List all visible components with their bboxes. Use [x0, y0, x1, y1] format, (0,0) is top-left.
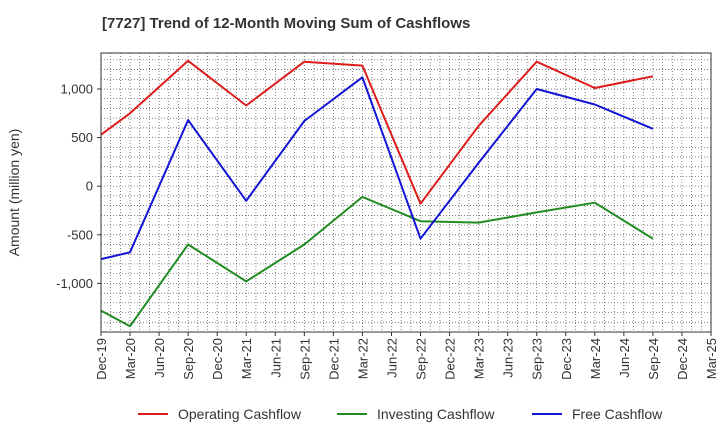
y-tick-label: -1,000 [56, 276, 93, 291]
grid-layer [101, 53, 711, 332]
x-tick-label: Mar-24 [588, 338, 603, 379]
x-tick-label: Jun-20 [152, 338, 167, 378]
x-tick-label: Mar-20 [123, 338, 138, 379]
series-line-investing-cashflow [100, 195, 654, 328]
y-axis-label: Amount (million yen) [6, 129, 22, 257]
x-tick-label: Jun-23 [501, 338, 516, 378]
chart-title: [7727] Trend of 12-Month Moving Sum of C… [102, 15, 471, 32]
plot-border [100, 52, 712, 333]
x-tick-label: Jun-22 [384, 338, 399, 378]
legend: Operating Cashflow Investing Cashflow Free… [138, 406, 663, 422]
x-tick-label: Dec-21 [326, 338, 341, 380]
x-tick-label: Sep-20 [181, 338, 196, 380]
series-line-operating-cashflow [100, 59, 654, 205]
x-tick-labels: Dec-19 Mar-20 Jun-20 Sep-20 Dec-20 Mar-21 Jun-… [94, 332, 719, 380]
y-tick-label: 0 [86, 179, 93, 194]
plot-frame [100, 52, 712, 333]
plot-background [101, 53, 711, 332]
x-tick-label: Sep-22 [414, 338, 429, 380]
x-tick-label: Mar-21 [239, 338, 254, 379]
x-tick-label: Jun-24 [617, 338, 632, 378]
x-tick-label: Sep-23 [530, 338, 545, 380]
x-tick-label: Sep-21 [297, 338, 312, 380]
x-tick-label: Dec-24 [675, 338, 690, 380]
legend-label-free-cashflow: Free Cashflow [572, 406, 663, 422]
x-tick-label: Mar-25 [704, 338, 719, 379]
x-tick-label: Sep-24 [646, 338, 661, 380]
series-line-free-cashflow [100, 76, 654, 261]
x-tick-label: Mar-22 [355, 338, 370, 379]
x-tick-label: Mar-23 [472, 338, 487, 379]
x-tick-label: Dec-22 [443, 338, 458, 380]
x-tick-label: Dec-23 [559, 338, 574, 380]
legend-label-investing-cashflow: Investing Cashflow [377, 406, 495, 422]
y-tick-label: 500 [71, 130, 93, 145]
x-tick-label: Dec-19 [94, 338, 109, 380]
y-tick-labels: 1,000 500 0 -500 -1,000 [56, 81, 101, 291]
y-tick-label: -500 [67, 227, 93, 242]
y-tick-label: 1,000 [60, 81, 93, 96]
series-lines [100, 59, 654, 328]
x-tick-label: Jun-21 [268, 338, 283, 378]
x-tick-label: Dec-20 [210, 338, 225, 380]
legend-label-operating-cashflow: Operating Cashflow [178, 406, 302, 422]
